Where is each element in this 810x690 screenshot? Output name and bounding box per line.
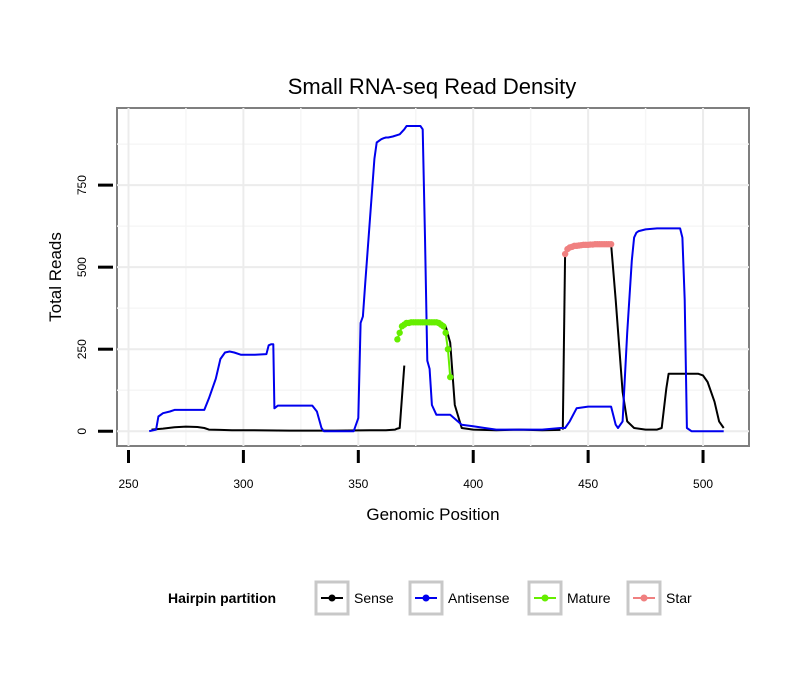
data-point-mature	[394, 336, 401, 343]
x-tick-label: 300	[233, 477, 253, 491]
x-tick-label: 450	[578, 477, 598, 491]
legend-label: Star	[666, 590, 692, 606]
y-axis-title: Total Reads	[46, 232, 65, 322]
data-point-mature	[396, 329, 403, 336]
x-axis: 250 300 350 400 450 500	[118, 450, 713, 491]
y-axis: 0 250 500 750	[75, 175, 113, 435]
x-axis-title: Genomic Position	[366, 505, 499, 524]
legend-label: Sense	[354, 590, 394, 606]
series-line-sense	[561, 253, 567, 430]
y-tick-label: 0	[75, 428, 89, 435]
legend-key-dot	[541, 594, 549, 602]
legend-label: Antisense	[448, 590, 510, 606]
grid-lines	[117, 108, 749, 446]
x-tick-label: 250	[118, 477, 138, 491]
plot-panel	[116, 107, 750, 447]
x-tick-label: 400	[463, 477, 483, 491]
data-point-mature	[440, 323, 447, 330]
data-point-mature	[444, 345, 452, 353]
y-tick-label: 250	[75, 339, 89, 359]
series-line-antisense	[148, 125, 724, 433]
series-line-sense	[151, 365, 406, 432]
legend-key-dot	[640, 594, 648, 602]
series-line-sense	[610, 244, 725, 431]
legend-key-dot	[422, 594, 430, 602]
data-point-star	[561, 250, 569, 258]
legend-key-dot	[328, 594, 336, 602]
legend-title: Hairpin partition	[168, 590, 276, 606]
plot-border	[116, 107, 750, 447]
y-tick-label: 750	[75, 175, 89, 195]
data-point-star	[607, 240, 615, 248]
data-point-mature	[442, 329, 449, 336]
series-points	[394, 240, 615, 381]
chart-title: Small RNA-seq Read Density	[288, 74, 577, 99]
legend-items: Sense Antisense Mature Star	[314, 580, 692, 616]
legend: Hairpin partition Sense Antisense Mature St…	[168, 580, 692, 616]
legend-label: Mature	[567, 590, 611, 606]
x-tick-label: 500	[693, 477, 713, 491]
x-tick-label: 350	[348, 477, 368, 491]
data-point-mature	[447, 373, 454, 381]
y-tick-label: 500	[75, 257, 89, 277]
